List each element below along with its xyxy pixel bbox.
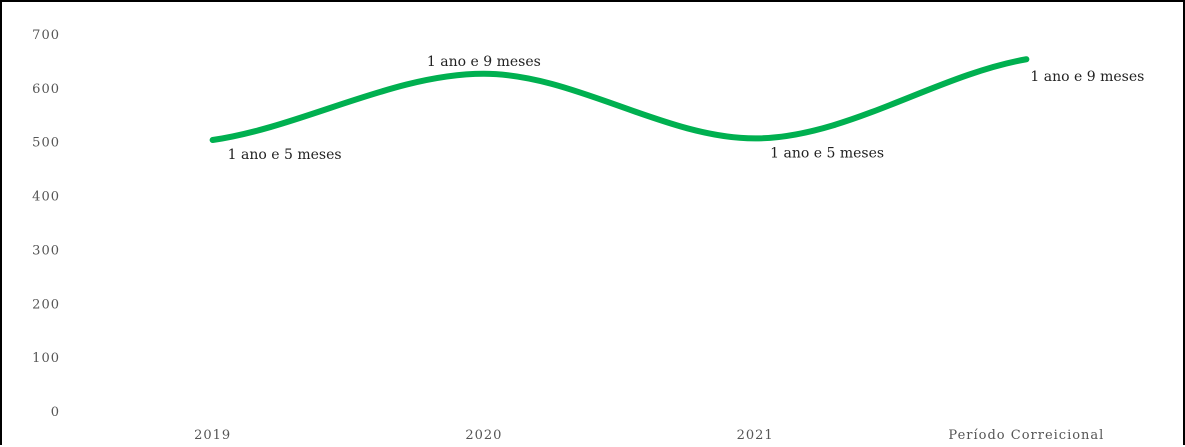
x-tick-label: Período Correicional <box>948 428 1104 443</box>
y-tick-label: 400 <box>32 190 60 205</box>
x-tick-label: 2019 <box>194 428 231 443</box>
y-tick-label: 0 <box>51 405 60 420</box>
x-tick-label: 2021 <box>737 428 774 443</box>
data-label: 1 ano e 9 meses <box>1030 69 1144 85</box>
y-tick-label: 100 <box>32 351 60 366</box>
data-label: 1 ano e 5 meses <box>228 147 342 163</box>
y-tick-label: 600 <box>32 82 60 97</box>
x-tick-label: 2020 <box>465 428 502 443</box>
data-labels: 1 ano e 5 meses 1 ano e 9 meses 1 ano e 5 … <box>228 54 1145 163</box>
y-axis-ticks: 0 100 200 300 400 500 600 700 <box>32 28 60 420</box>
series-line <box>209 56 1030 144</box>
data-label: 1 ano e 9 meses <box>427 54 541 70</box>
y-tick-label: 500 <box>32 136 60 151</box>
y-tick-label: 300 <box>32 243 60 258</box>
x-axis-ticks: 2019 2020 2021 Período Correicional <box>194 428 1104 443</box>
y-tick-label: 700 <box>32 28 60 43</box>
data-label: 1 ano e 5 meses <box>770 145 884 161</box>
y-tick-label: 200 <box>32 297 60 312</box>
series-layer <box>209 56 1030 144</box>
